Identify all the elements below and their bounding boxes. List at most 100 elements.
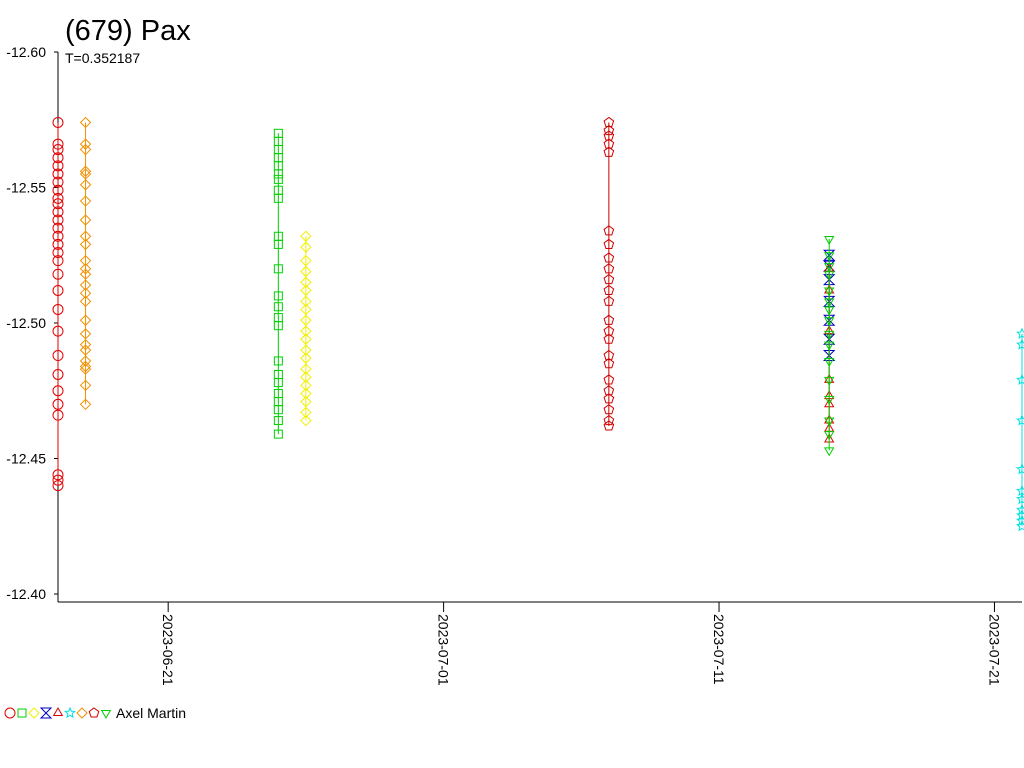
legend-marker xyxy=(76,707,88,719)
legend-marker xyxy=(39,707,53,719)
data-point xyxy=(603,130,615,141)
data-point xyxy=(300,379,312,392)
data-point xyxy=(79,138,92,150)
data-point xyxy=(822,350,836,362)
data-point xyxy=(603,358,615,369)
x-tick-label: 2023-07-11 xyxy=(711,614,727,685)
data-point xyxy=(300,363,312,375)
data-point xyxy=(824,298,835,308)
data-point xyxy=(79,398,92,411)
data-point xyxy=(824,376,835,386)
data-point xyxy=(300,387,312,400)
data-point xyxy=(1016,519,1024,532)
data-point xyxy=(603,295,615,306)
legend-marker xyxy=(88,707,100,718)
data-point xyxy=(273,429,283,439)
data-point xyxy=(300,371,312,383)
data-point xyxy=(603,116,615,128)
data-point xyxy=(52,222,64,234)
legend-marker xyxy=(28,707,40,719)
data-point xyxy=(79,268,92,280)
data-point xyxy=(300,254,312,267)
data-point xyxy=(52,168,64,180)
data-point xyxy=(603,138,615,149)
data-point xyxy=(824,357,835,367)
data-point xyxy=(52,247,64,259)
data-point xyxy=(273,405,283,415)
data-point xyxy=(824,317,835,327)
data-point xyxy=(1016,338,1024,350)
data-point xyxy=(300,414,312,427)
data-point xyxy=(300,241,312,253)
data-point xyxy=(603,374,615,385)
data-point xyxy=(79,295,92,308)
data-point xyxy=(79,195,92,207)
data-point xyxy=(79,230,92,242)
data-point xyxy=(273,264,283,274)
data-point xyxy=(79,143,92,156)
data-point xyxy=(79,314,92,326)
data-point xyxy=(52,214,64,226)
data-point xyxy=(1016,373,1024,386)
data-point xyxy=(824,341,835,351)
data-point xyxy=(79,328,92,340)
legend-marker xyxy=(4,707,16,719)
data-point xyxy=(52,409,64,421)
data-point xyxy=(824,252,835,262)
data-point xyxy=(603,314,615,325)
data-point xyxy=(52,206,64,218)
data-point xyxy=(300,395,312,408)
data-point xyxy=(300,295,312,308)
data-point xyxy=(273,239,283,249)
data-point xyxy=(1016,414,1024,426)
data-point xyxy=(300,276,312,289)
data-point xyxy=(52,398,64,410)
data-point xyxy=(824,263,835,273)
data-point xyxy=(824,431,835,441)
data-point xyxy=(52,152,64,164)
data-point xyxy=(824,306,835,316)
data-point xyxy=(79,116,92,129)
data-point xyxy=(822,274,836,286)
data-point xyxy=(79,254,92,267)
data-point xyxy=(79,168,92,180)
data-point xyxy=(300,325,312,337)
data-point xyxy=(52,474,64,486)
data-point xyxy=(79,338,92,351)
data-point xyxy=(52,303,64,315)
data-point xyxy=(52,255,64,267)
data-point xyxy=(52,238,64,250)
data-point xyxy=(824,447,835,457)
data-point xyxy=(52,284,64,296)
x-tick-label: 2023-07-01 xyxy=(436,614,452,686)
data-point xyxy=(824,417,835,427)
data-point xyxy=(300,230,312,242)
data-point xyxy=(824,235,835,245)
legend-marker xyxy=(17,708,27,718)
data-point xyxy=(300,406,312,419)
data-point xyxy=(79,263,92,275)
data-point xyxy=(79,165,92,177)
chart-subtitle: T=0.352187 xyxy=(65,50,140,66)
x-tick-label: 2023-07-21 xyxy=(986,614,1002,686)
data-point xyxy=(603,124,615,136)
data-point xyxy=(603,385,615,396)
data-point xyxy=(273,356,283,366)
data-point xyxy=(79,287,92,299)
data-point xyxy=(603,146,615,157)
data-point xyxy=(273,169,283,179)
data-point xyxy=(300,265,312,278)
data-point xyxy=(52,268,64,280)
data-point xyxy=(300,303,312,316)
data-point xyxy=(273,302,283,312)
data-point xyxy=(52,385,64,397)
data-point xyxy=(52,480,64,492)
data-point xyxy=(603,414,615,426)
data-point xyxy=(300,284,312,297)
data-point xyxy=(79,355,92,367)
data-point xyxy=(52,160,64,172)
data-point xyxy=(603,404,615,415)
data-point xyxy=(52,198,64,210)
data-point xyxy=(1016,463,1024,475)
